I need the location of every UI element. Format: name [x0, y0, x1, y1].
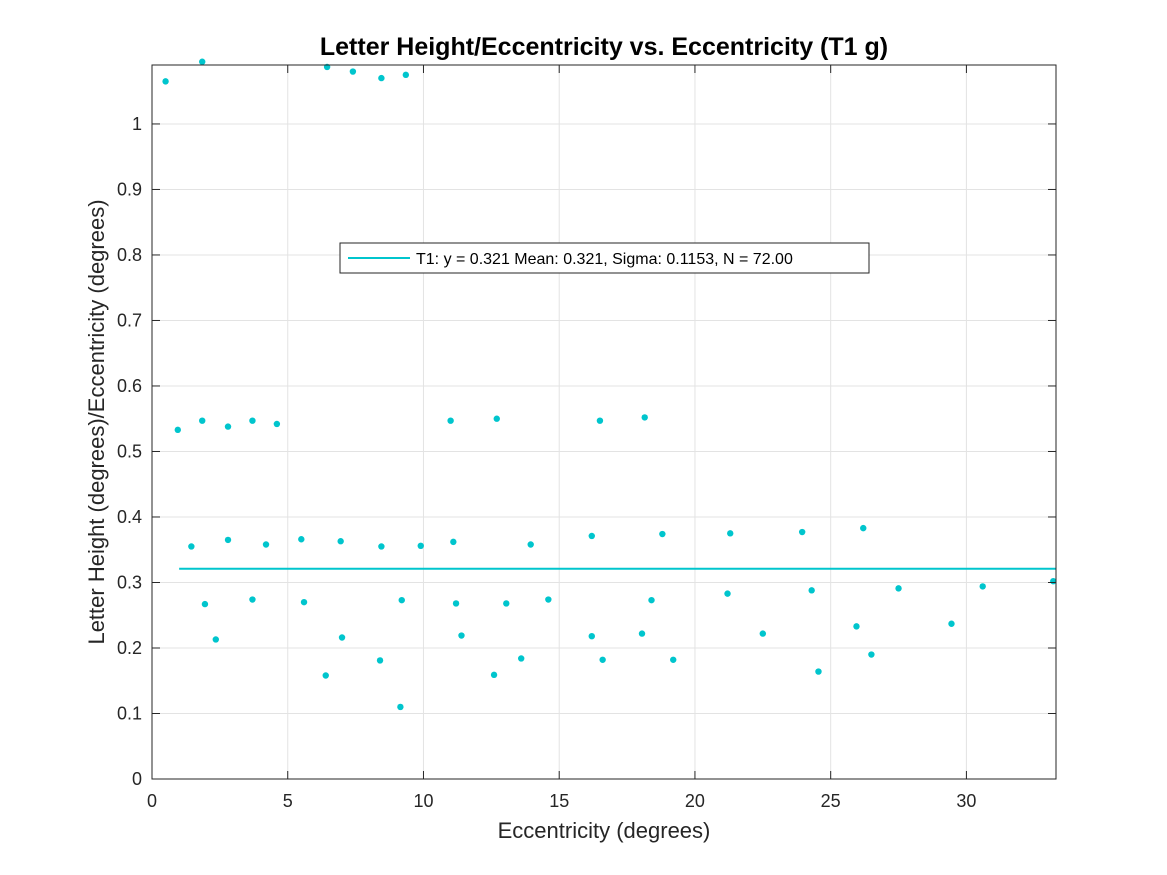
data-point	[417, 542, 424, 550]
x-tick-label: 5	[283, 791, 293, 811]
data-point	[199, 417, 206, 424]
data-point	[349, 68, 357, 75]
y-tick-label: 0.7	[117, 310, 142, 330]
y-tick-label: 0.2	[117, 638, 142, 658]
data-point	[895, 585, 902, 592]
legend-entry-label: T1: y = 0.321 Mean: 0.321, Sigma: 0.1153…	[416, 251, 793, 268]
data-point	[759, 630, 767, 637]
data-point	[452, 600, 460, 607]
data-point	[596, 417, 604, 424]
data-point	[860, 524, 867, 532]
data-point	[588, 532, 595, 540]
data-point	[808, 587, 815, 594]
data-point	[599, 656, 606, 663]
data-point	[670, 656, 677, 663]
data-point	[201, 600, 209, 608]
data-point	[727, 530, 734, 537]
data-point	[398, 596, 405, 604]
data-point	[458, 632, 465, 639]
data-point	[948, 620, 955, 627]
data-point	[641, 414, 648, 421]
data-point	[402, 71, 410, 79]
y-tick-label: 0.1	[117, 703, 142, 723]
data-point	[447, 417, 454, 424]
x-tick-label: 0	[147, 791, 157, 811]
x-tick-label: 20	[685, 791, 705, 811]
data-point	[659, 530, 666, 538]
x-axis-label: Eccentricity (degrees)	[498, 818, 711, 843]
data-point	[518, 655, 525, 662]
data-point	[450, 538, 457, 546]
data-point	[853, 623, 860, 630]
axis-ticks	[151, 65, 1056, 780]
x-tick-label: 10	[413, 791, 433, 811]
data-point	[493, 415, 500, 422]
data-point	[527, 541, 534, 548]
y-tick-label: 0.8	[117, 245, 142, 265]
x-tick-label: 30	[956, 791, 976, 811]
data-point	[188, 543, 195, 550]
data-point	[378, 543, 385, 550]
legend: T1: y = 0.321 Mean: 0.321, Sigma: 0.1153…	[339, 242, 870, 274]
data-point	[588, 633, 595, 640]
data-point	[490, 671, 498, 679]
data-point	[249, 417, 256, 424]
data-point	[503, 600, 510, 607]
x-tick-labels: 0 5 10 15 20 25 30	[147, 791, 976, 811]
data-points	[162, 58, 1057, 711]
y-tick-label: 1	[132, 114, 142, 134]
chart-title: Letter Height/Eccentricity vs. Eccentric…	[320, 33, 888, 61]
data-point	[162, 78, 169, 85]
x-tick-label: 15	[549, 791, 569, 811]
data-point	[815, 668, 822, 675]
plot-frame	[151, 64, 1057, 780]
y-tick-label: 0.5	[117, 441, 142, 461]
legend-box	[339, 242, 870, 274]
data-point	[545, 596, 552, 603]
data-point	[224, 536, 232, 544]
data-point	[212, 636, 219, 643]
data-point	[322, 672, 329, 679]
data-point	[648, 596, 655, 604]
data-point	[338, 634, 346, 641]
y-tick-label: 0	[132, 769, 142, 789]
x-tick-label: 25	[821, 791, 841, 811]
y-tick-labels: 0 0.1 0.2 0.3 0.4 0.5 0.6 0.7 0.8 0.9 1	[117, 114, 142, 789]
y-axis-label: Letter Height (degrees)/Eccentricity (de…	[84, 199, 109, 644]
data-point	[337, 538, 344, 545]
data-point	[376, 657, 384, 664]
data-point	[397, 703, 404, 711]
y-tick-label: 0.4	[117, 507, 142, 527]
y-tick-label: 0.6	[117, 376, 142, 396]
data-point	[638, 630, 646, 637]
y-tick-label: 0.9	[117, 179, 142, 199]
data-point	[199, 58, 206, 65]
data-point	[298, 536, 305, 543]
data-point	[798, 528, 806, 536]
data-point	[300, 598, 308, 606]
data-point	[724, 590, 731, 597]
data-point	[979, 583, 986, 590]
data-point	[262, 541, 270, 548]
y-tick-label: 0.3	[117, 572, 142, 592]
data-point	[378, 74, 385, 82]
data-point	[249, 596, 256, 603]
data-point	[273, 420, 281, 428]
data-point	[174, 426, 181, 434]
data-point	[224, 423, 232, 430]
data-point	[868, 651, 875, 658]
